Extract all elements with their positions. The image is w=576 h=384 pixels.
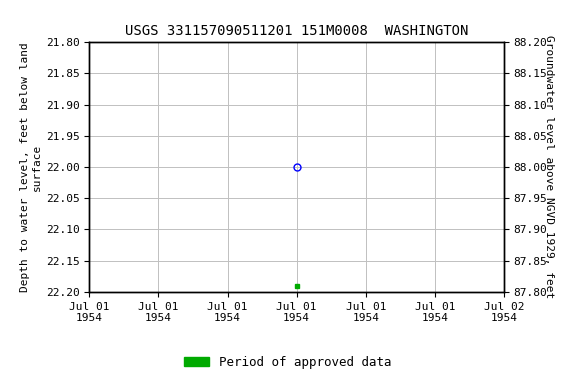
Y-axis label: Groundwater level above NGVD 1929, feet: Groundwater level above NGVD 1929, feet	[544, 35, 555, 299]
Y-axis label: Depth to water level, feet below land
surface: Depth to water level, feet below land su…	[20, 42, 41, 292]
Title: USGS 331157090511201 151M0008  WASHINGTON: USGS 331157090511201 151M0008 WASHINGTON	[125, 24, 468, 38]
Legend: Period of approved data: Period of approved data	[179, 351, 397, 374]
